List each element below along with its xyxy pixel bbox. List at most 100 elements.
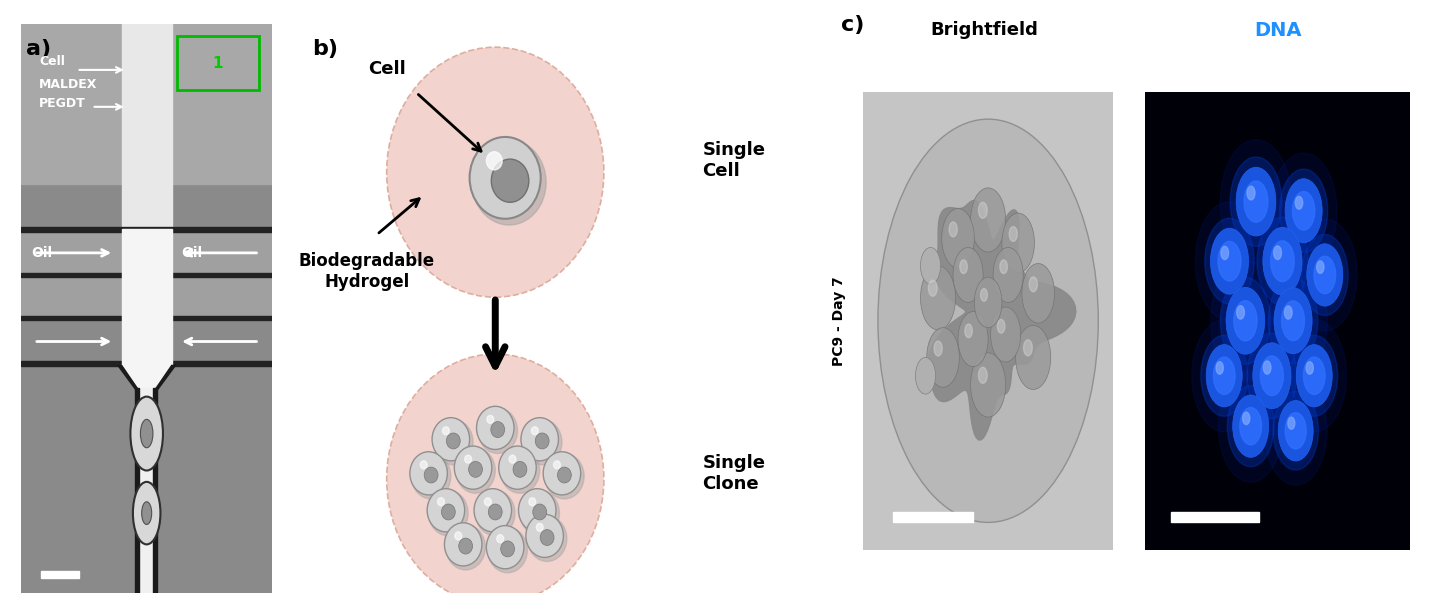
Circle shape — [441, 504, 455, 520]
Circle shape — [558, 467, 571, 483]
Circle shape — [531, 426, 538, 434]
Circle shape — [1002, 213, 1035, 273]
Circle shape — [1292, 219, 1357, 331]
Polygon shape — [117, 365, 139, 391]
Circle shape — [980, 288, 987, 301]
Circle shape — [1295, 196, 1302, 209]
Circle shape — [497, 535, 504, 543]
Circle shape — [990, 307, 1020, 362]
Circle shape — [501, 448, 539, 493]
Bar — [21, 273, 272, 277]
Circle shape — [929, 280, 937, 296]
Bar — [176, 36, 259, 90]
Circle shape — [1301, 235, 1348, 315]
Circle shape — [927, 327, 959, 387]
Circle shape — [953, 247, 983, 302]
Circle shape — [1268, 278, 1318, 364]
Circle shape — [1221, 277, 1271, 364]
Circle shape — [432, 418, 469, 461]
Text: Brightfield: Brightfield — [930, 21, 1039, 39]
Bar — [21, 277, 272, 320]
Circle shape — [1231, 157, 1282, 246]
Bar — [122, 24, 172, 252]
Circle shape — [459, 538, 472, 554]
Circle shape — [133, 482, 160, 544]
Circle shape — [960, 260, 967, 274]
Circle shape — [434, 419, 474, 465]
Circle shape — [455, 532, 462, 540]
Circle shape — [1246, 186, 1255, 200]
Circle shape — [1195, 202, 1264, 321]
Circle shape — [537, 524, 544, 532]
Text: PEGDT: PEGDT — [39, 98, 86, 111]
Circle shape — [554, 461, 561, 469]
Circle shape — [920, 247, 940, 284]
Circle shape — [975, 277, 1002, 327]
Circle shape — [997, 320, 1005, 333]
Circle shape — [1264, 361, 1271, 374]
Circle shape — [1264, 376, 1327, 485]
Circle shape — [487, 415, 494, 423]
Text: Biodegradable
Hydrogel: Biodegradable Hydrogel — [299, 252, 435, 291]
Circle shape — [1264, 227, 1302, 295]
Text: a): a) — [26, 38, 52, 59]
Circle shape — [1236, 306, 1245, 319]
Circle shape — [454, 446, 492, 489]
Text: Oil: Oil — [31, 246, 53, 260]
Circle shape — [1285, 178, 1322, 243]
Circle shape — [532, 504, 547, 520]
Bar — [21, 227, 272, 232]
Circle shape — [1248, 200, 1318, 322]
Circle shape — [1261, 356, 1284, 395]
Bar — [21, 361, 272, 366]
Circle shape — [1292, 191, 1315, 230]
Circle shape — [1307, 362, 1314, 374]
Circle shape — [1288, 417, 1295, 430]
Circle shape — [970, 188, 1006, 252]
Circle shape — [475, 491, 515, 536]
Circle shape — [934, 341, 942, 356]
Circle shape — [491, 422, 505, 437]
Circle shape — [386, 354, 604, 604]
Circle shape — [424, 467, 438, 483]
Text: PC9 - Day 7: PC9 - Day 7 — [831, 276, 846, 365]
Circle shape — [942, 208, 975, 268]
Text: MALDEX: MALDEX — [39, 78, 97, 90]
Bar — [136, 388, 139, 593]
Circle shape — [1238, 316, 1307, 435]
Circle shape — [949, 222, 957, 237]
Bar — [139, 388, 155, 593]
Circle shape — [544, 452, 581, 495]
Circle shape — [529, 498, 535, 506]
Circle shape — [488, 527, 528, 573]
Bar — [153, 388, 157, 593]
Circle shape — [386, 47, 604, 297]
Circle shape — [1228, 386, 1274, 467]
Circle shape — [468, 461, 482, 477]
Circle shape — [518, 489, 557, 532]
Circle shape — [1317, 261, 1324, 273]
Circle shape — [1256, 217, 1308, 306]
Circle shape — [545, 453, 584, 499]
Circle shape — [1274, 392, 1318, 470]
Circle shape — [1314, 256, 1335, 294]
Bar — [1171, 512, 1259, 522]
Circle shape — [442, 426, 449, 434]
Circle shape — [528, 516, 567, 562]
Circle shape — [1304, 357, 1325, 395]
Circle shape — [1244, 181, 1268, 222]
Text: b): b) — [312, 38, 339, 59]
Circle shape — [1009, 227, 1017, 241]
Circle shape — [445, 523, 482, 566]
Circle shape — [1307, 244, 1342, 306]
Circle shape — [1271, 153, 1337, 268]
Circle shape — [1213, 357, 1235, 395]
Circle shape — [1232, 395, 1269, 457]
Circle shape — [1242, 412, 1249, 425]
Circle shape — [426, 489, 465, 532]
Circle shape — [535, 433, 550, 449]
Circle shape — [438, 498, 445, 506]
Circle shape — [1239, 408, 1262, 445]
Circle shape — [1206, 345, 1242, 407]
Circle shape — [491, 159, 529, 202]
